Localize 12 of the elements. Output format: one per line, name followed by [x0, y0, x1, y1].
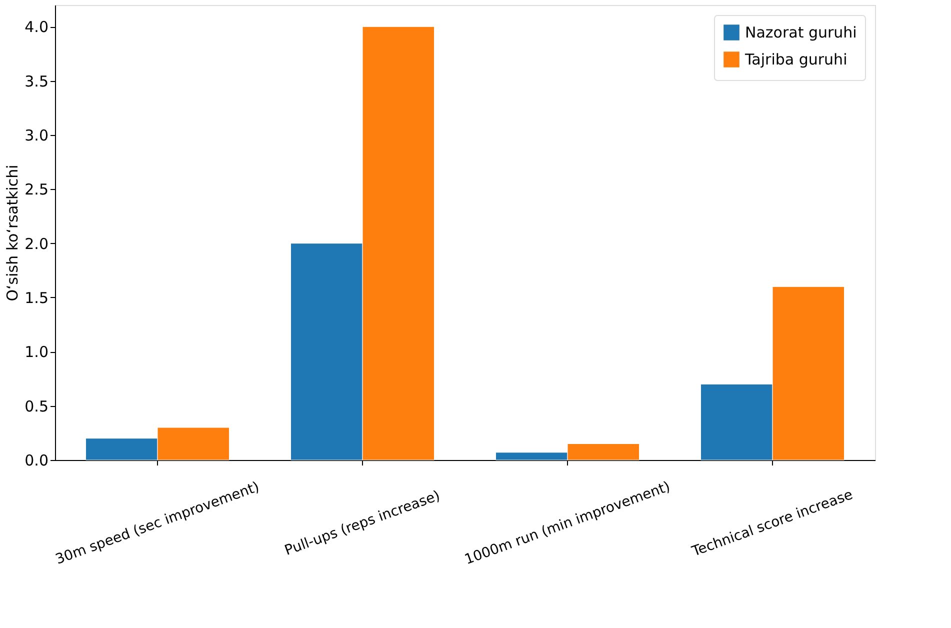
y-tick-label: 4.0: [24, 18, 48, 36]
y-tick-label: 1.5: [24, 289, 48, 307]
legend-label: Tajriba guruhi: [744, 50, 848, 68]
legend-label: Nazorat guruhi: [745, 24, 857, 42]
y-tick-label: 1.0: [24, 343, 48, 362]
y-tick-label: 3.0: [24, 126, 48, 144]
y-tick-label: 0.0: [24, 452, 48, 470]
y-tick-label: 0.5: [24, 397, 48, 416]
y-tick-label: 2.5: [24, 180, 48, 199]
y-tick-label: 2.0: [24, 234, 48, 253]
y-tick-label: 3.5: [24, 72, 48, 90]
y-axis-title: O‘sish ko‘rsatkichi: [4, 164, 22, 302]
